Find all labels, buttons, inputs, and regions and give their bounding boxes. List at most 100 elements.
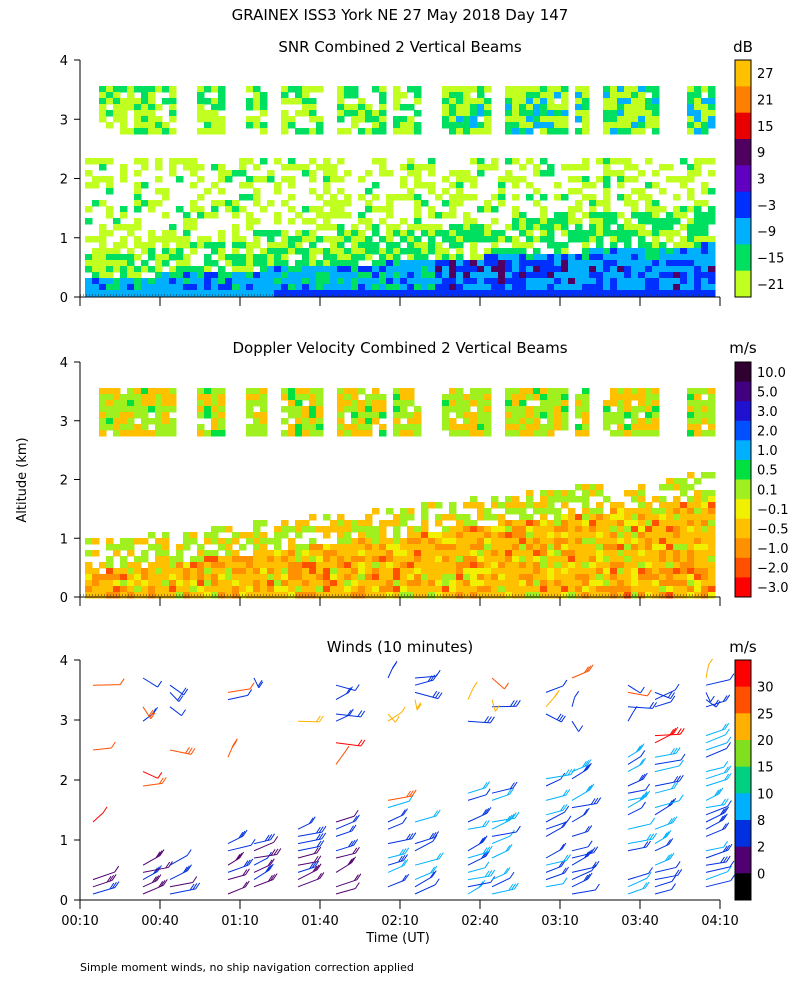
doppler-cell	[351, 520, 359, 527]
snr-cell	[211, 206, 219, 213]
doppler-cell	[309, 538, 317, 545]
wind-barb-flag	[564, 866, 569, 874]
snr-cell	[498, 194, 506, 201]
colorbar-label: −3.0	[757, 581, 789, 596]
doppler-cell	[407, 550, 415, 557]
doppler-cell	[218, 394, 226, 401]
doppler-cell	[519, 520, 527, 527]
snr-cell	[505, 254, 513, 261]
snr-cell	[498, 248, 506, 255]
doppler-cell	[232, 586, 240, 593]
doppler-cell	[701, 586, 709, 593]
wind-barb-flag	[662, 832, 668, 840]
snr-cell	[666, 254, 674, 261]
wind-barb-flag	[591, 861, 597, 869]
wind-barb	[545, 859, 567, 866]
snr-cell	[596, 248, 604, 255]
doppler-cell	[106, 586, 114, 593]
wind-barb-flag	[401, 848, 407, 855]
doppler-cell	[589, 490, 597, 497]
snr-cell	[113, 266, 121, 273]
wind-barb	[297, 838, 322, 845]
snr-cell	[561, 110, 569, 117]
doppler-cell	[624, 508, 632, 515]
snr-cell	[379, 104, 387, 111]
snr-cell	[106, 278, 114, 285]
snr-cell	[428, 284, 436, 291]
snr-cell	[645, 104, 653, 111]
snr-cell	[554, 116, 562, 123]
snr-cell	[344, 212, 352, 219]
snr-cell	[561, 284, 569, 291]
snr-cell	[582, 278, 590, 285]
doppler-cell	[708, 538, 716, 545]
doppler-cell	[498, 514, 506, 521]
doppler-cell	[351, 418, 359, 425]
snr-cell	[694, 230, 702, 237]
snr-cell	[330, 254, 338, 261]
snr-cell	[414, 128, 422, 135]
doppler-cell	[246, 538, 254, 545]
doppler-cell	[512, 574, 520, 581]
snr-cell	[631, 98, 639, 105]
snr-cell	[351, 272, 359, 279]
wind-barb-flag	[585, 785, 591, 793]
doppler-cell	[617, 538, 625, 545]
doppler-cell	[463, 580, 471, 587]
doppler-cell	[386, 508, 394, 515]
doppler-cell	[701, 544, 709, 551]
snr-cell	[113, 98, 121, 105]
doppler-cell	[491, 514, 499, 521]
doppler-cell	[687, 532, 695, 539]
snr-cell	[379, 272, 387, 279]
wind-barb-flag	[406, 790, 411, 798]
wind-barb	[169, 749, 192, 755]
snr-cell	[253, 188, 261, 195]
snr-cell	[442, 260, 450, 267]
doppler-cell	[610, 580, 618, 587]
wind-barb-flag	[677, 869, 683, 876]
snr-cell	[687, 164, 695, 171]
doppler-cell	[169, 406, 177, 413]
doppler-cell	[204, 412, 212, 419]
doppler-cell	[519, 574, 527, 581]
wind-barb-flag	[190, 748, 196, 755]
doppler-cell	[407, 532, 415, 539]
snr-cell	[183, 212, 191, 219]
snr-cell	[638, 248, 646, 255]
doppler-cell	[694, 502, 702, 509]
doppler-cell	[435, 502, 443, 509]
snr-cell	[379, 122, 387, 129]
snr-cell	[386, 260, 394, 267]
snr-cell	[610, 266, 618, 273]
doppler-cell	[701, 562, 709, 569]
doppler-cell	[652, 514, 660, 521]
snr-cell	[358, 98, 366, 105]
doppler-cell	[211, 574, 219, 581]
doppler-cell	[519, 580, 527, 587]
snr-cell	[617, 248, 625, 255]
doppler-cell	[491, 496, 499, 503]
doppler-cell	[673, 574, 681, 581]
doppler-cell	[288, 412, 296, 419]
doppler-cell	[568, 520, 576, 527]
doppler-cell	[253, 544, 261, 551]
snr-cell	[687, 224, 695, 231]
doppler-cell	[169, 592, 177, 599]
snr-cell	[120, 224, 128, 231]
doppler-cell	[309, 406, 317, 413]
doppler-cell	[568, 544, 576, 551]
doppler-cell	[204, 532, 212, 539]
snr-cell	[134, 200, 142, 207]
doppler-cell	[358, 562, 366, 569]
doppler-cell	[617, 502, 625, 509]
doppler-cell	[694, 556, 702, 563]
doppler-cell	[344, 430, 352, 437]
doppler-cell	[120, 424, 128, 431]
doppler-cell	[351, 550, 359, 557]
snr-cell	[610, 92, 618, 99]
snr-cell	[414, 218, 422, 225]
doppler-cell	[477, 544, 485, 551]
wind-barb	[297, 869, 318, 881]
doppler-cell	[225, 580, 233, 587]
